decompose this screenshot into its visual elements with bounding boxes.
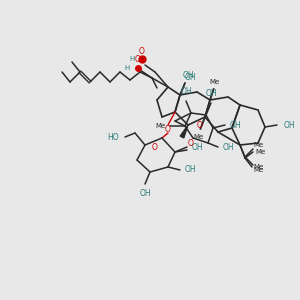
Text: O: O [188, 140, 194, 148]
Text: OH: OH [229, 121, 241, 130]
Text: OH: OH [180, 86, 192, 95]
Text: Me: Me [193, 134, 203, 140]
Text: Me: Me [255, 149, 265, 155]
Text: OH: OH [205, 88, 217, 98]
Text: Me: Me [253, 167, 263, 173]
Polygon shape [180, 125, 188, 138]
Text: O: O [139, 46, 145, 56]
Text: O: O [135, 56, 141, 64]
Text: H: H [130, 56, 135, 62]
Text: OH: OH [283, 121, 295, 130]
Text: Me: Me [155, 123, 165, 129]
Text: OH: OH [139, 190, 151, 199]
Text: OH: OH [191, 142, 203, 152]
Text: OH: OH [182, 70, 194, 80]
Text: Me: Me [254, 142, 264, 148]
Text: O: O [165, 125, 171, 134]
Text: H: H [125, 65, 130, 71]
Text: O: O [197, 122, 203, 130]
Text: OH: OH [184, 73, 196, 82]
Text: OH: OH [184, 166, 196, 175]
Text: HO: HO [107, 133, 119, 142]
Text: O: O [152, 142, 158, 152]
Text: Me: Me [254, 164, 264, 170]
Text: OH: OH [222, 142, 234, 152]
Text: Me: Me [210, 79, 220, 85]
